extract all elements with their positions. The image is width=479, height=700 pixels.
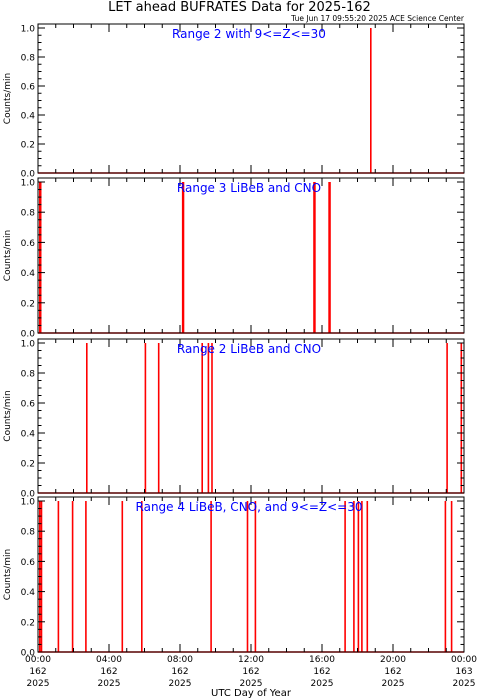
timestamp-label: Tue Jun 17 09:55:20 2025 ACE Science Cen…	[290, 14, 465, 23]
x-tick-label: 08:00 162 2025	[167, 655, 193, 689]
panel-3: 0.0 0.2 0.4 0.6 0.8 1.0 Range 2 LiBeB and CNO C…	[3, 338, 465, 500]
x-tick-doy: 162	[100, 667, 117, 677]
y-tick-label: 0.4	[21, 430, 36, 440]
chart-title: LET ahead BUFRATES Data for 2025-162	[108, 0, 371, 15]
x-tick-year: 2025	[169, 679, 192, 689]
x-tick-time: 20:00	[380, 655, 406, 665]
x-tick-year: 2025	[382, 679, 405, 689]
x-tick-doy: 162	[242, 667, 259, 677]
y-tick-label: 0.8	[21, 370, 36, 380]
plot-frame	[37, 496, 465, 653]
x-tick-label: 12:00 162 2025	[238, 655, 264, 689]
x-tick-label: 00:00 162 2025	[25, 655, 51, 689]
panels-group: 0.0 0.2 0.4 0.6 0.8 1.0 Range 2 with 9<=Z<=30 C…	[3, 23, 465, 659]
y-tick-label: 0.0	[21, 170, 36, 180]
y-tick-label: 0.8	[21, 528, 36, 538]
y-tick-label: 1.0	[21, 498, 36, 508]
x-tick-doy: 162	[313, 667, 330, 677]
x-tick-year: 2025	[453, 679, 476, 689]
data-trace	[38, 501, 464, 653]
x-tick-doy: 162	[171, 667, 188, 677]
panel-2: 0.0 0.2 0.4 0.6 0.8 1.0 Range 3 LiBeB and CNO C…	[3, 177, 465, 340]
x-tick-label: 00:00 163 2025	[451, 655, 477, 689]
data-trace	[38, 28, 464, 174]
x-axis-title: UTC Day of Year	[211, 688, 292, 699]
x-tick-time: 00:00	[451, 655, 477, 665]
y-axis-label: Counts/min	[3, 549, 13, 600]
x-tick-year: 2025	[240, 679, 263, 689]
y-tick-label: 0.0	[21, 649, 36, 659]
y-tick-label: 0.2	[21, 141, 35, 151]
x-tick-time: 16:00	[309, 655, 335, 665]
y-axis-label: Counts/min	[3, 390, 13, 441]
plot-frame	[37, 338, 465, 494]
y-tick-label: 0.0	[21, 490, 36, 500]
y-tick-label: 0.0	[21, 330, 36, 340]
y-tick-label: 0.2	[21, 460, 35, 470]
x-tick-doy: 162	[29, 667, 46, 677]
x-tick-time: 04:00	[96, 655, 122, 665]
y-tick-label: 1.0	[21, 25, 36, 35]
y-axis-label: Counts/min	[3, 73, 13, 124]
data-trace	[38, 343, 464, 494]
x-tick-label: 16:00 162 2025	[309, 655, 335, 689]
y-tick-label: 0.8	[21, 209, 36, 219]
panel-title: Range 3 LiBeB and CNO	[177, 181, 321, 195]
y-tick-label: 1.0	[21, 340, 36, 350]
x-tick-time: 08:00	[167, 655, 193, 665]
y-tick-label: 0.6	[21, 239, 36, 249]
x-tick-year: 2025	[98, 679, 121, 689]
x-tick-time: 12:00	[238, 655, 264, 665]
x-tick-doy: 162	[384, 667, 401, 677]
plot-frame	[37, 177, 465, 334]
y-tick-label: 0.2	[21, 618, 35, 628]
x-axis-labels: 00:00162202504:00162202508:00162202512:0…	[25, 655, 477, 689]
x-tick-time: 00:00	[25, 655, 51, 665]
y-tick-label: 0.4	[21, 112, 36, 122]
y-tick-label: 0.2	[21, 299, 35, 309]
y-tick-label: 0.6	[21, 83, 36, 93]
data-trace	[38, 182, 464, 334]
y-tick-label: 0.8	[21, 54, 36, 64]
x-tick-label: 20:00 162 2025	[380, 655, 406, 689]
x-tick-year: 2025	[27, 679, 50, 689]
panel-4: 0.0 0.2 0.4 0.6 0.8 1.0 Range 4 LiBeB, CNO, an…	[3, 496, 465, 659]
y-tick-label: 0.4	[21, 269, 36, 279]
x-tick-year: 2025	[311, 679, 334, 689]
y-tick-label: 0.6	[21, 400, 36, 410]
x-tick-label: 04:00 162 2025	[96, 655, 122, 689]
panel-title: Range 2 with 9<=Z<=30	[172, 27, 326, 41]
plot-frame	[37, 23, 465, 174]
y-axis-label: Counts/min	[3, 230, 13, 281]
panel-title: Range 2 LiBeB and CNO	[177, 342, 321, 356]
y-tick-label: 0.6	[21, 558, 36, 568]
panel-1: 0.0 0.2 0.4 0.6 0.8 1.0 Range 2 with 9<=Z<=30 C…	[3, 23, 465, 180]
x-tick-doy: 163	[455, 667, 472, 677]
y-tick-label: 0.4	[21, 588, 36, 598]
panel-title: Range 4 LiBeB, CNO, and 9<=Z<=30	[136, 500, 363, 514]
y-tick-label: 1.0	[21, 179, 36, 189]
